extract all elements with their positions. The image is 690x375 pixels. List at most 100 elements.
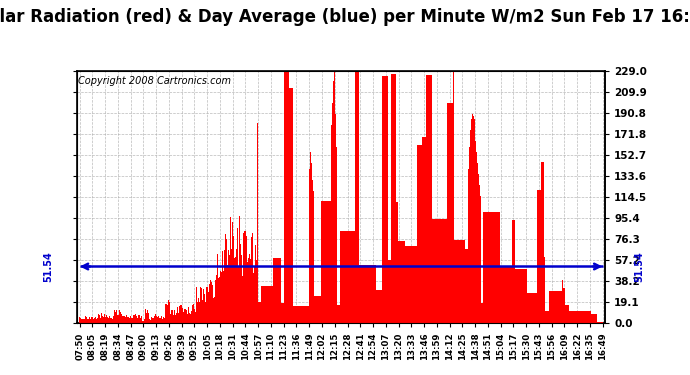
Bar xyxy=(250,258,251,323)
Bar xyxy=(588,311,589,323)
Bar xyxy=(481,207,482,323)
Bar xyxy=(370,266,371,323)
Bar xyxy=(460,240,462,323)
Bar xyxy=(432,219,433,323)
Bar xyxy=(411,246,413,323)
Bar xyxy=(355,71,357,323)
Bar xyxy=(309,169,310,323)
Bar xyxy=(382,76,383,323)
Bar xyxy=(238,267,239,323)
Bar xyxy=(525,269,526,323)
Bar xyxy=(470,130,471,323)
Bar xyxy=(208,284,210,323)
Bar xyxy=(522,269,524,323)
Bar xyxy=(157,317,158,323)
Bar xyxy=(468,191,469,323)
Bar xyxy=(568,304,569,323)
Bar xyxy=(260,302,261,323)
Bar xyxy=(211,282,212,323)
Bar xyxy=(334,71,335,323)
Bar xyxy=(381,290,382,323)
Bar xyxy=(541,162,542,323)
Bar xyxy=(447,103,448,323)
Bar xyxy=(591,314,592,323)
Bar xyxy=(154,318,155,323)
Bar xyxy=(560,291,561,323)
Bar xyxy=(452,103,453,323)
Bar xyxy=(310,152,311,323)
Bar xyxy=(448,103,449,323)
Bar xyxy=(532,294,533,323)
Bar xyxy=(191,310,192,323)
Bar xyxy=(349,231,351,323)
Bar xyxy=(488,212,489,323)
Bar xyxy=(353,231,354,323)
Bar xyxy=(247,262,248,323)
Bar xyxy=(602,322,603,323)
Bar xyxy=(377,290,378,323)
Bar xyxy=(306,306,308,323)
Bar xyxy=(110,318,112,323)
Bar xyxy=(472,114,473,323)
Bar xyxy=(571,311,573,323)
Bar xyxy=(199,303,200,323)
Bar xyxy=(502,267,504,323)
Bar xyxy=(261,286,262,323)
Bar xyxy=(162,319,163,323)
Bar xyxy=(451,103,452,323)
Bar xyxy=(402,241,403,323)
Bar xyxy=(207,287,208,323)
Bar xyxy=(174,310,175,323)
Bar xyxy=(129,318,130,323)
Bar xyxy=(123,316,124,323)
Bar xyxy=(338,305,339,323)
Bar xyxy=(336,147,337,323)
Bar xyxy=(583,311,584,323)
Bar xyxy=(456,240,457,323)
Bar xyxy=(337,305,338,323)
Bar xyxy=(283,303,284,323)
Bar xyxy=(190,314,191,323)
Bar xyxy=(118,315,119,323)
Bar xyxy=(531,294,532,323)
Bar xyxy=(489,212,490,323)
Bar xyxy=(106,315,107,323)
Bar xyxy=(600,322,601,323)
Bar xyxy=(328,201,329,323)
Bar xyxy=(530,294,531,323)
Bar xyxy=(272,286,273,323)
Bar xyxy=(562,280,563,323)
Bar xyxy=(417,145,419,323)
Bar xyxy=(496,212,497,323)
Bar xyxy=(477,164,478,323)
Bar xyxy=(509,267,511,323)
Bar xyxy=(332,103,333,323)
Bar xyxy=(242,276,243,323)
Bar xyxy=(517,269,518,323)
Bar xyxy=(273,258,274,323)
Bar xyxy=(397,202,398,323)
Bar xyxy=(431,75,432,323)
Bar xyxy=(292,88,293,323)
Bar xyxy=(130,316,131,323)
Bar xyxy=(476,152,477,323)
Bar xyxy=(374,266,375,323)
Bar xyxy=(515,269,517,323)
Bar xyxy=(244,231,246,323)
Bar xyxy=(186,310,187,323)
Bar xyxy=(324,201,325,323)
Bar xyxy=(416,246,417,323)
Bar xyxy=(217,254,218,323)
Bar xyxy=(426,75,427,323)
Bar xyxy=(231,249,233,323)
Bar xyxy=(500,267,501,323)
Bar xyxy=(107,317,108,323)
Bar xyxy=(492,212,493,323)
Bar xyxy=(125,317,126,323)
Bar xyxy=(304,306,305,323)
Bar xyxy=(580,311,581,323)
Bar xyxy=(215,279,216,323)
Bar xyxy=(520,269,521,323)
Bar xyxy=(354,231,355,323)
Bar xyxy=(176,313,177,323)
